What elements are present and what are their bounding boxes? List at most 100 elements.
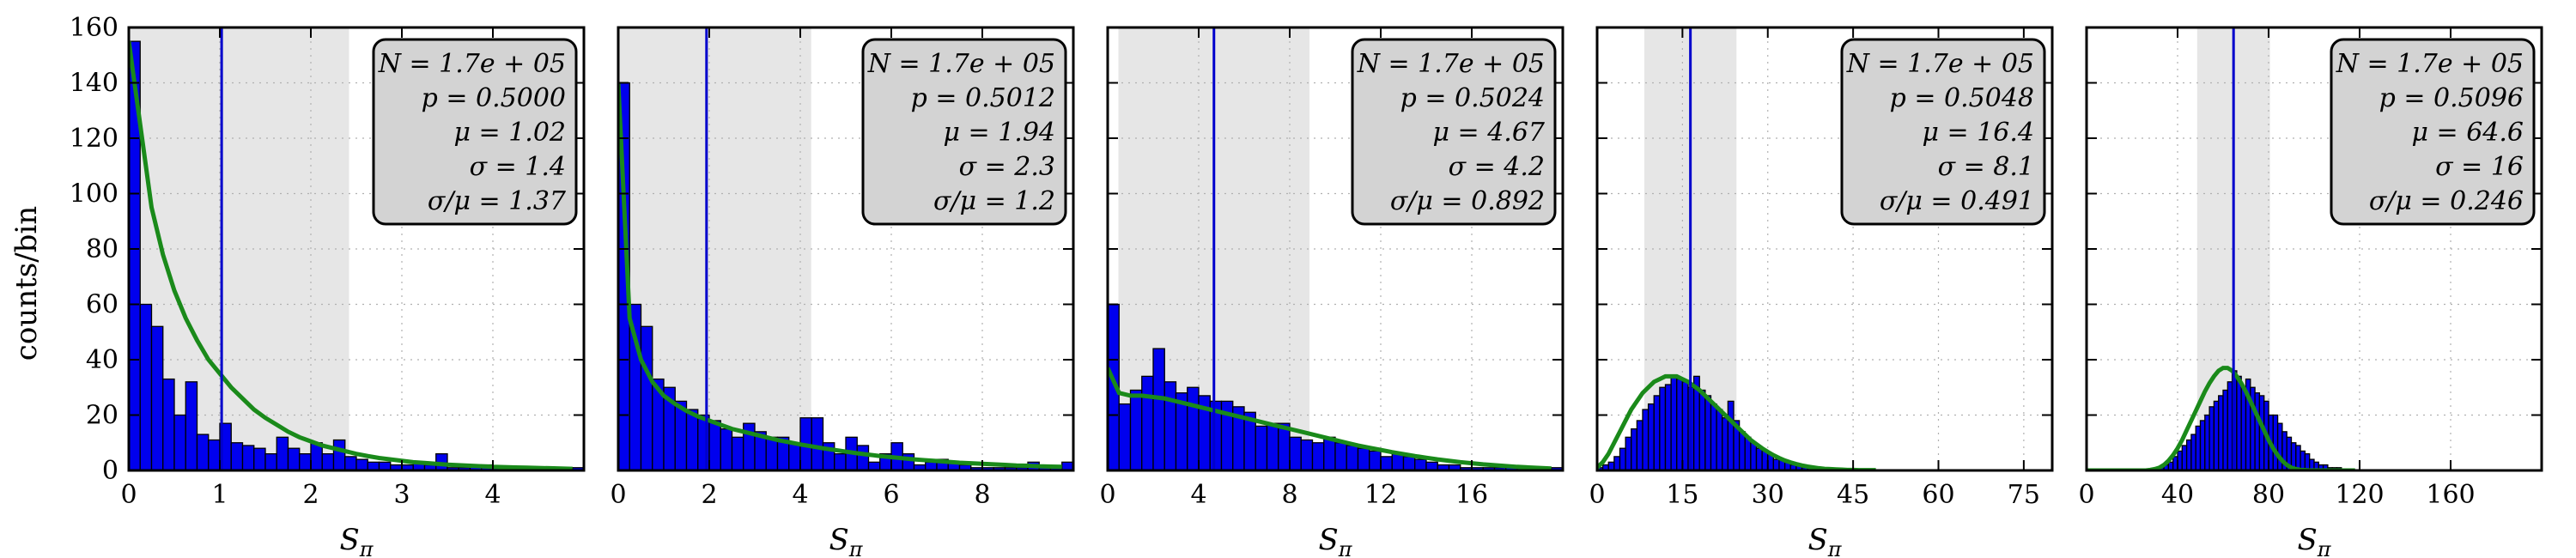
- histogram-bar: [276, 436, 289, 470]
- y-tick-label: 160: [70, 13, 118, 43]
- stats-line: p = 0.5024: [1400, 83, 1545, 113]
- y-tick-label: 80: [86, 234, 118, 264]
- stats-line: σ = 8.1: [1938, 152, 2034, 182]
- plot-area: [618, 27, 1073, 470]
- plot-area: [129, 27, 584, 470]
- x-tick-label: 75: [2008, 480, 2040, 510]
- plot-area: [2087, 27, 2542, 470]
- histogram-bar: [287, 447, 301, 470]
- histogram-bar: [2218, 395, 2224, 470]
- stats-box: [861, 38, 1067, 226]
- stats-box: [1351, 38, 1557, 226]
- histogram-bar: [1152, 348, 1165, 470]
- histogram-bar: [162, 378, 175, 470]
- x-tick-label: 120: [2335, 480, 2384, 510]
- x-tick-label: 3: [393, 480, 410, 510]
- x-axis-label: Sπ: [1318, 523, 1352, 558]
- histogram-bar: [139, 303, 153, 470]
- histogram-bar: [1636, 420, 1643, 470]
- histogram-bar: [685, 409, 699, 470]
- histogram-bar: [2190, 434, 2196, 470]
- stats-line: μ = 16.4: [1922, 118, 2034, 148]
- histogram-bar: [811, 417, 824, 470]
- histogram-bar: [1402, 456, 1416, 470]
- histogram-bar: [196, 434, 210, 470]
- x-tick-label: 80: [2252, 480, 2285, 510]
- stats-line: σ/μ = 0.246: [2369, 186, 2524, 216]
- histogram-bar: [2204, 414, 2210, 470]
- histogram-bar: [332, 439, 346, 470]
- stats-line: σ/μ = 0.491: [1880, 186, 2034, 216]
- stats-line: p = 0.5048: [1890, 83, 2034, 113]
- x-tick-label: 2: [302, 480, 319, 510]
- histogram-bar: [2213, 400, 2220, 470]
- histogram-bar: [1118, 403, 1132, 470]
- histogram-bar: [2199, 420, 2206, 470]
- fit-curve: [2087, 366, 2355, 470]
- x-axis-label: Sπ: [1807, 523, 1842, 558]
- x-tick-label: 45: [1837, 480, 1869, 510]
- histogram-bar: [1659, 386, 1667, 470]
- histogram-bar: [2195, 425, 2202, 470]
- fit-curve: [618, 82, 1062, 470]
- histogram-bar: [1311, 442, 1325, 470]
- histogram-bar: [1346, 445, 1359, 470]
- histogram-panel-2: 0 2 4 6 8 Sπ N = 1.7e + 05 p = 0.5012 μ = 1.94 σ …: [610, 26, 1075, 558]
- histogram-panel-1: 0 20 40 60 80 100 120 140 160 0 1 2 3 4 Sπ N = 1.7e + 0…: [70, 13, 586, 558]
- histogram-bar: [1698, 389, 1706, 470]
- histogram-bar: [856, 445, 870, 470]
- histogram-bar: [2185, 439, 2192, 470]
- stats-line: σ = 1.4: [470, 152, 566, 182]
- histogram-bar: [834, 453, 847, 470]
- x-tick-label: 0: [120, 480, 137, 510]
- histogram-bar: [1750, 442, 1758, 470]
- histogram-bar: [321, 453, 335, 470]
- x-axis-label: Sπ: [829, 523, 863, 558]
- histogram-bar: [355, 458, 368, 470]
- histogram-bar: [1414, 458, 1427, 470]
- x-tick-label: 2: [701, 480, 717, 510]
- histogram-bar: [1681, 381, 1689, 470]
- x-axis-label: Sπ: [339, 523, 374, 558]
- histogram-bar: [1141, 375, 1154, 470]
- histogram-bar: [173, 414, 186, 470]
- histogram-bar: [1670, 375, 1678, 470]
- x-axis-label: Sπ: [2297, 523, 2331, 558]
- histogram-bar: [640, 325, 653, 470]
- x-tick-label: 8: [1281, 480, 1297, 510]
- x-tick-label: 0: [1589, 480, 1605, 510]
- histogram-bar: [2227, 381, 2233, 470]
- histogram-bar: [2304, 453, 2311, 470]
- histogram-bar: [2240, 386, 2247, 470]
- x-tick-label: 1: [211, 480, 228, 510]
- histogram-bar: [1619, 447, 1626, 470]
- histogram-bar: [1716, 409, 1723, 470]
- histogram-bar: [1642, 409, 1649, 470]
- stats-box: [372, 38, 578, 226]
- histogram-bar: [2208, 406, 2215, 470]
- x-tick-label: 4: [1190, 480, 1206, 510]
- x-tick-label: 12: [1364, 480, 1397, 510]
- x-tick-label: 16: [1455, 480, 1488, 510]
- y-tick-label: 20: [86, 401, 118, 431]
- histogram-bar: [1722, 417, 1729, 470]
- histogram-bar: [1710, 403, 1717, 470]
- y-tick-label: 0: [102, 456, 118, 486]
- histogram-bar: [253, 447, 266, 470]
- plot-area: [1108, 27, 1563, 470]
- histogram-panel-3: 0 4 8 12 16 Sπ N = 1.7e + 05 p = 0.5024 μ = 4.67…: [1099, 26, 1564, 558]
- y-tick-label: 100: [70, 179, 118, 209]
- stats-line: σ = 4.2: [1449, 152, 1545, 182]
- x-tick-label: 0: [610, 480, 626, 510]
- x-tick-label: 60: [1922, 480, 1954, 510]
- histogram-panel-4: 0 15 30 45 60 75 Sπ N = 1.7e + 05 p = 0.5048 μ = …: [1589, 26, 2054, 558]
- histogram-bar: [2276, 422, 2283, 470]
- stats-line: p = 0.5000: [422, 83, 566, 113]
- histogram-bar: [129, 40, 141, 470]
- histogram-bar: [2300, 450, 2306, 470]
- histogram-bar: [1625, 436, 1632, 470]
- histogram-bar: [1664, 384, 1672, 470]
- histogram-bar: [1772, 458, 1780, 470]
- stats-line: μ = 64.6: [2411, 118, 2524, 148]
